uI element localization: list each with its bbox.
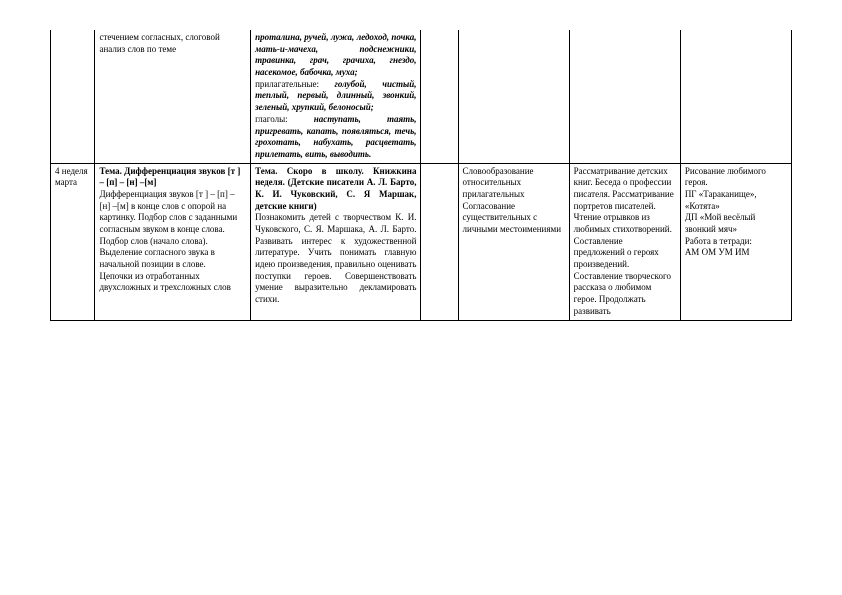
cell-empty bbox=[421, 163, 458, 320]
table-row: 4 неделя марта Тема. Дифференциация звук… bbox=[51, 163, 792, 320]
activities-text: Рассматривание детских книг. Беседа о пр… bbox=[574, 166, 674, 316]
grammar-text: Словообразование относительных прилагате… bbox=[463, 166, 561, 234]
cell-week bbox=[51, 30, 95, 163]
curriculum-table: стечением согласных, слоговой анализ сло… bbox=[50, 30, 792, 321]
topic1-title: Тема. Дифференциация звуков [т ] – [п] –… bbox=[99, 166, 240, 188]
cell-grammar bbox=[458, 30, 569, 163]
cell-week: 4 неделя марта bbox=[51, 163, 95, 320]
cell-topic1: стечением согласных, слоговой анализ сло… bbox=[95, 30, 251, 163]
table-row: стечением согласных, слоговой анализ сло… bbox=[51, 30, 792, 163]
cell-topic1: Тема. Дифференциация звуков [т ] – [п] –… bbox=[95, 163, 251, 320]
cell-topic2: Тема. Скоро в школу. Книжкина неделя. (Д… bbox=[251, 163, 421, 320]
cell-activities: Рассматривание детских книг. Беседа о пр… bbox=[569, 163, 680, 320]
cell-grammar: Словообразование относительных прилагате… bbox=[458, 163, 569, 320]
cell-empty bbox=[421, 30, 458, 163]
topic2-title: Тема. Скоро в школу. Книжкина неделя. (Д… bbox=[255, 166, 416, 211]
cell-topic2: проталина, ручей, лужа, ледоход, почка, … bbox=[251, 30, 421, 163]
topic1-body: Дифференциация звуков [т ] – [п] – [н] –… bbox=[99, 189, 237, 293]
week-label: 4 неделя марта bbox=[55, 166, 88, 188]
topic2-body: Познакомить детей с творчеством К. И. Чу… bbox=[255, 212, 416, 304]
verb-label: глаголы: bbox=[255, 114, 288, 124]
cell-activities bbox=[569, 30, 680, 163]
cell-work bbox=[680, 30, 791, 163]
nouns-list: проталина, ручей, лужа, ледоход, почка, … bbox=[255, 32, 416, 77]
cell-work: Рисование любимого героя.ПГ «Тараканище»… bbox=[680, 163, 791, 320]
text: стечением согласных, слоговой анализ сло… bbox=[99, 32, 219, 54]
adj-label: прилагательные: bbox=[255, 79, 319, 89]
work-text: Рисование любимого героя.ПГ «Тараканище»… bbox=[685, 166, 766, 258]
